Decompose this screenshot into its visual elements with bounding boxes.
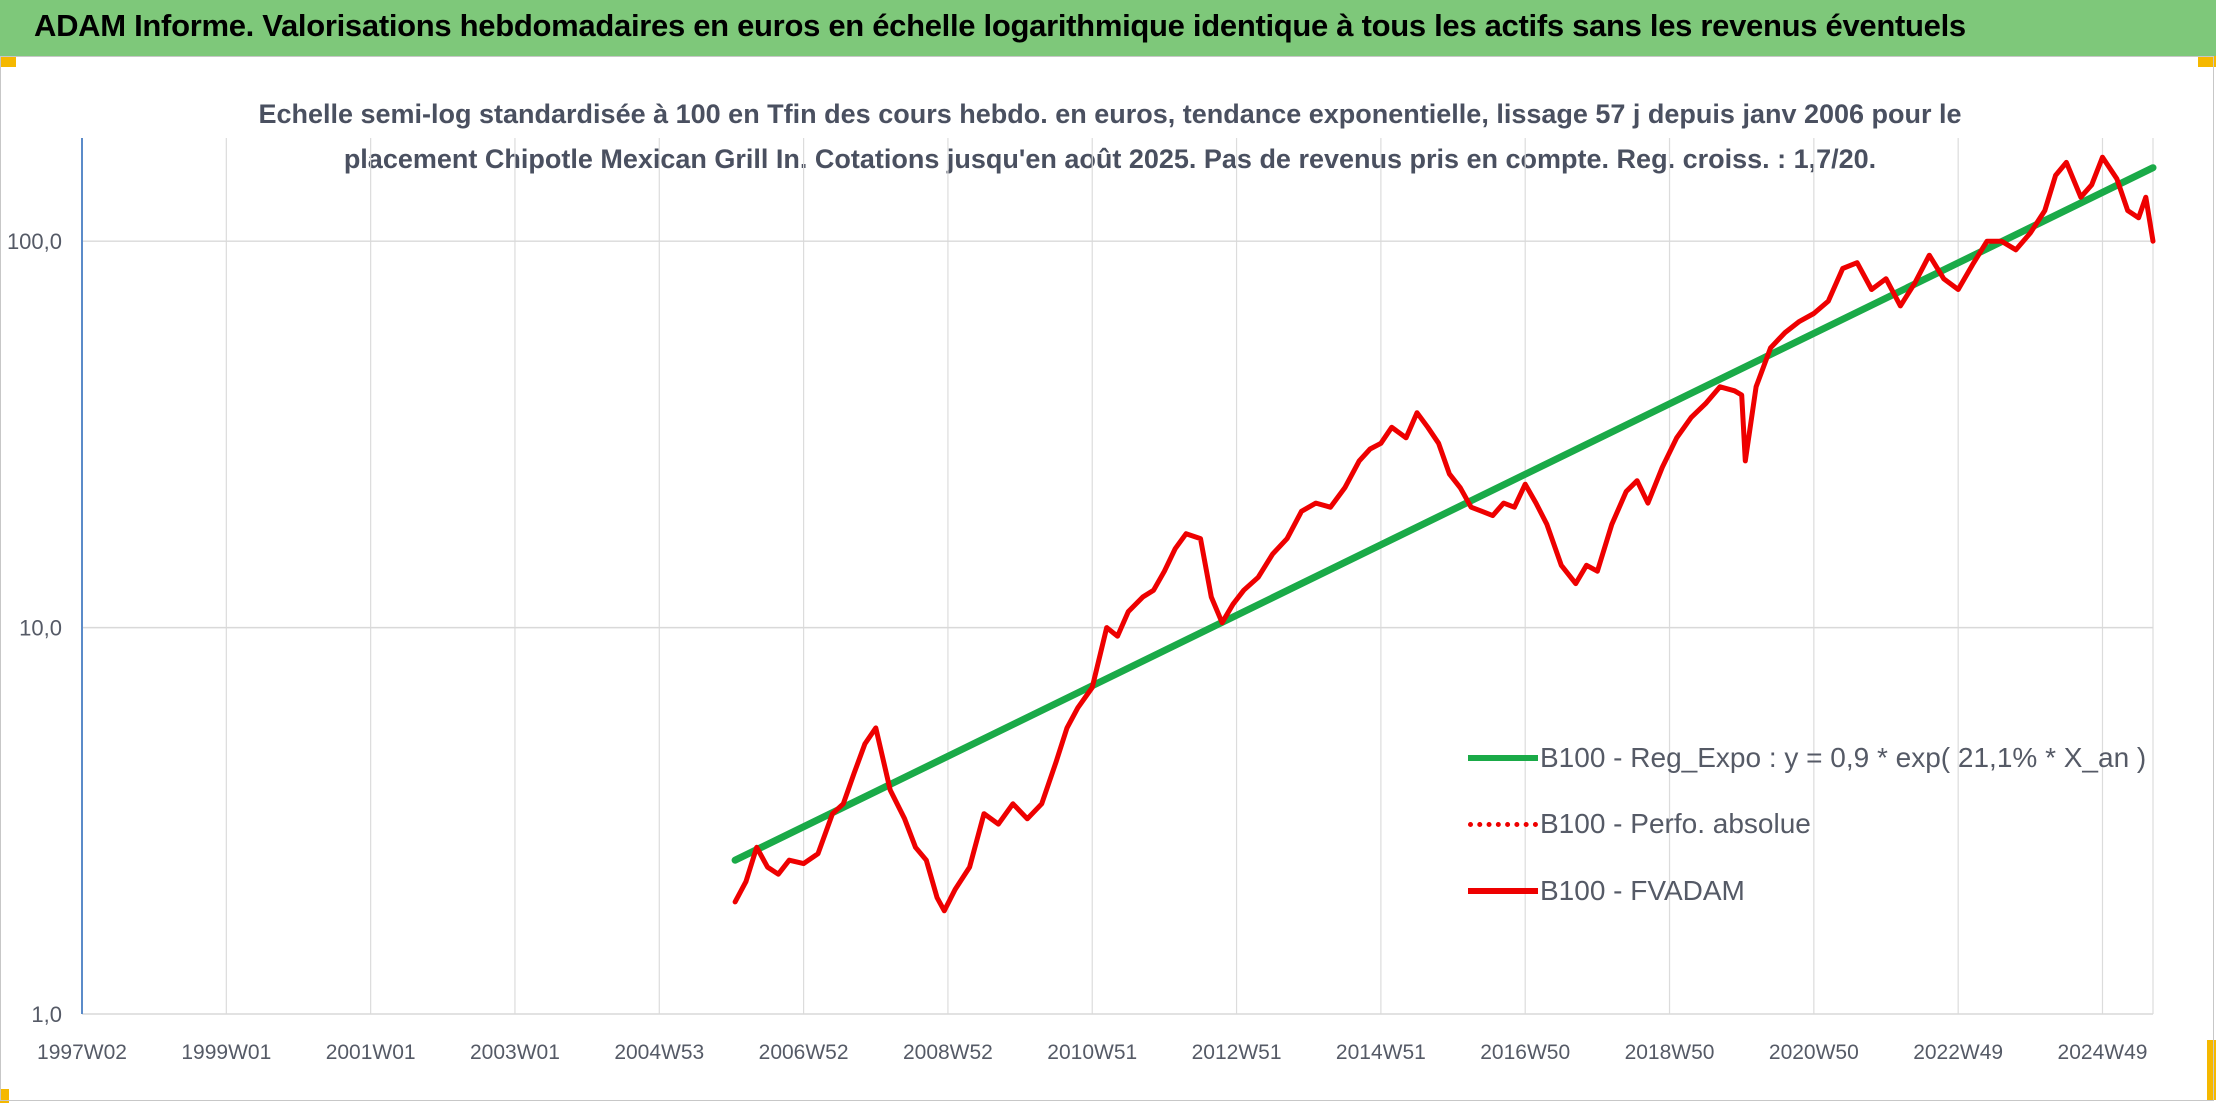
corner-marker-right xyxy=(2198,56,2216,67)
y-tick-label: 10,0 xyxy=(19,616,62,641)
legend-label-perf: B100 - Perfo. absolue xyxy=(1540,808,1811,839)
chart-frame xyxy=(0,56,2214,1101)
x-tick-label: 2022W49 xyxy=(1913,1041,2003,1064)
legend-label-fvadam: B100 - FVADAM xyxy=(1540,875,1745,906)
x-tick-label: 2006W52 xyxy=(759,1041,849,1064)
series-line-solid-red xyxy=(732,154,2156,914)
x-tick-label: 2012W51 xyxy=(1192,1041,1282,1064)
x-tick-label: 2016W50 xyxy=(1480,1041,1570,1064)
x-tick-label: 1999W01 xyxy=(181,1041,271,1064)
x-tick-label: 2010W51 xyxy=(1047,1041,1137,1064)
report-title: ADAM Informe. Valorisations hebdomadaire… xyxy=(34,8,1966,43)
x-tick-label: 2003W01 xyxy=(470,1041,560,1064)
x-tick-label: 2014W51 xyxy=(1336,1041,1426,1064)
corner-marker-bottom-left xyxy=(0,1089,9,1103)
x-tick-label: 2024W49 xyxy=(2058,1041,2148,1064)
legend-label-trend: B100 - Reg_Expo : y = 0,9 * exp( 21,1% *… xyxy=(1540,742,2147,773)
x-tick-label: 2018W50 xyxy=(1625,1041,1715,1064)
corner-marker-bottom-right xyxy=(2207,1040,2216,1100)
legend-swatch-fvadam xyxy=(1468,888,1538,894)
x-tick-label: 2008W52 xyxy=(903,1041,993,1064)
x-tick-label: 2004W53 xyxy=(614,1041,704,1064)
chart-title-line-1: Echelle semi-log standardisée à 100 en T… xyxy=(258,99,1962,129)
corner-marker-left xyxy=(0,56,16,67)
chart-title-line-2: placement Chipotle Mexican Grill In. Cot… xyxy=(343,144,1877,174)
legend-swatch-trend xyxy=(1468,755,1538,761)
y-tick-label: 100,0 xyxy=(7,229,62,254)
x-tick-label: 2020W50 xyxy=(1769,1041,1859,1064)
x-tick-label: 2001W01 xyxy=(326,1041,416,1064)
report-header: ADAM Informe. Valorisations hebdomadaire… xyxy=(0,0,2216,57)
y-tick-label: 1,0 xyxy=(31,1002,62,1027)
legend-swatch-perf xyxy=(1468,822,1538,827)
x-tick-label: 1997W02 xyxy=(37,1041,127,1064)
